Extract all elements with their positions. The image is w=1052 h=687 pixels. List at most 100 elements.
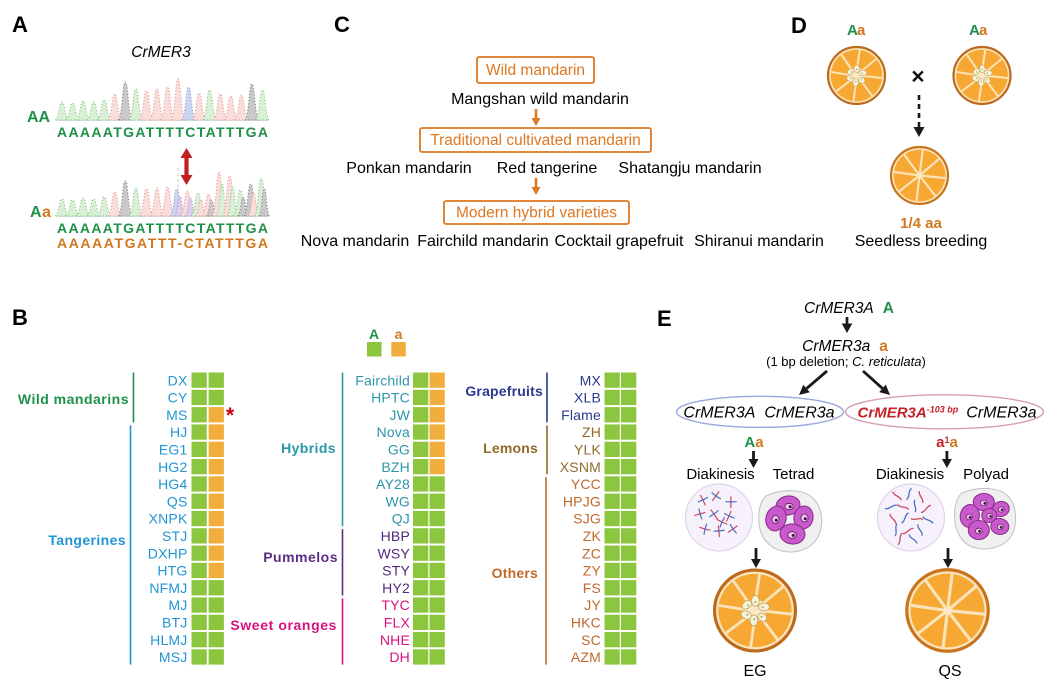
svg-text:AAAAATGATTTTCTATTTGA: AAAAATGATTTTCTATTTGA xyxy=(57,220,268,236)
svg-text:AAAAATGATTTTCTATTTGA: AAAAATGATTTTCTATTTGA xyxy=(57,124,268,140)
svg-text:GG: GG xyxy=(388,442,410,458)
svg-text:A: A xyxy=(369,326,379,342)
svg-text:XSNM: XSNM xyxy=(560,459,601,475)
svg-text:Fairchild mandarin: Fairchild mandarin xyxy=(417,233,549,250)
svg-text:JW: JW xyxy=(389,407,410,423)
svg-text:AY28: AY28 xyxy=(376,476,410,492)
svg-text:HG4: HG4 xyxy=(158,476,187,492)
svg-text:HY2: HY2 xyxy=(382,580,410,596)
svg-text:a: a xyxy=(42,204,51,221)
svg-text:JY: JY xyxy=(584,597,601,613)
svg-text:CrMER3: CrMER3 xyxy=(131,44,191,61)
svg-text:1/4 aa: 1/4 aa xyxy=(900,215,942,232)
svg-text:NFMJ: NFMJ xyxy=(149,580,187,596)
svg-text:HG2: HG2 xyxy=(158,459,187,475)
svg-text:Lemons: Lemons xyxy=(483,440,538,456)
svg-text:A: A xyxy=(12,12,28,37)
svg-text:Wild mandarin: Wild mandarin xyxy=(486,62,585,79)
svg-text:DXHP: DXHP xyxy=(148,545,188,561)
svg-text:a: a xyxy=(395,326,403,342)
svg-text:EG1: EG1 xyxy=(159,442,188,458)
svg-text:Wild mandarins: Wild mandarins xyxy=(18,391,129,407)
svg-text:SC: SC xyxy=(581,632,601,648)
svg-text:a: a xyxy=(979,22,988,39)
svg-text:DX: DX xyxy=(168,372,188,388)
svg-text:Mangshan wild mandarin: Mangshan wild mandarin xyxy=(451,91,629,108)
svg-text:CY: CY xyxy=(168,390,188,406)
svg-text:Shatangju mandarin: Shatangju mandarin xyxy=(618,160,761,177)
svg-text:Sweet oranges: Sweet oranges xyxy=(230,617,337,633)
svg-text:AA: AA xyxy=(27,109,51,126)
svg-text:HBP: HBP xyxy=(381,528,410,544)
svg-text:BZH: BZH xyxy=(381,459,410,475)
svg-text:Tangerines: Tangerines xyxy=(48,532,126,548)
svg-text:Shiranui mandarin: Shiranui mandarin xyxy=(694,233,824,250)
svg-text:×: × xyxy=(911,63,924,89)
svg-text:Cocktail grapefruit: Cocktail grapefruit xyxy=(555,233,685,250)
svg-text:ZC: ZC xyxy=(582,545,601,561)
svg-text:Red tangerine: Red tangerine xyxy=(497,160,598,177)
svg-text:(1 bp deletion; C. reticulata): (1 bp deletion; C. reticulata) xyxy=(766,354,926,369)
svg-text:D: D xyxy=(791,13,807,38)
svg-text:Flame: Flame xyxy=(561,407,601,423)
svg-text:MX: MX xyxy=(580,372,602,388)
svg-text:AAAAATGATTT-CTATTTGA: AAAAATGATTT-CTATTTGA xyxy=(57,235,268,251)
svg-text:YLK: YLK xyxy=(574,442,602,458)
svg-text:Seedless breeding: Seedless breeding xyxy=(855,233,988,250)
svg-text:NHE: NHE xyxy=(380,632,410,648)
svg-text:E: E xyxy=(657,306,672,331)
svg-text:YCC: YCC xyxy=(571,476,601,492)
svg-text:Ponkan mandarin: Ponkan mandarin xyxy=(346,160,471,177)
svg-text:A: A xyxy=(969,22,980,39)
svg-text:A: A xyxy=(847,22,858,39)
svg-text:Aa: Aa xyxy=(744,434,764,451)
svg-text:HTG: HTG xyxy=(157,563,187,579)
svg-text:QJ: QJ xyxy=(392,511,410,527)
svg-text:Grapefruits: Grapefruits xyxy=(465,383,543,399)
svg-text:Nova mandarin: Nova mandarin xyxy=(301,233,410,250)
svg-text:Others: Others xyxy=(492,565,538,581)
svg-text:STY: STY xyxy=(382,563,410,579)
svg-text:HLMJ: HLMJ xyxy=(150,632,187,648)
svg-text:Hybrids: Hybrids xyxy=(281,440,336,456)
svg-text:B: B xyxy=(12,305,28,330)
svg-text:AZM: AZM xyxy=(571,649,601,665)
svg-text:STJ: STJ xyxy=(162,528,188,544)
svg-text:HKC: HKC xyxy=(571,615,601,631)
svg-text:ZH: ZH xyxy=(582,424,601,440)
svg-text:MJ: MJ xyxy=(168,597,187,613)
svg-text:a1a: a1a xyxy=(936,434,958,451)
svg-text:HPTC: HPTC xyxy=(371,390,410,406)
svg-text:FLX: FLX xyxy=(384,615,411,631)
svg-text:FS: FS xyxy=(583,580,601,596)
svg-text:Polyad: Polyad xyxy=(963,466,1009,483)
svg-text:WSY: WSY xyxy=(378,545,411,561)
svg-text:Fairchild: Fairchild xyxy=(355,372,410,388)
svg-text:XLB: XLB xyxy=(574,390,601,406)
svg-text:EG: EG xyxy=(743,663,766,680)
svg-text:XNPK: XNPK xyxy=(149,511,188,527)
svg-text:MS: MS xyxy=(166,407,187,423)
svg-text:ZY: ZY xyxy=(583,563,602,579)
svg-text:HJ: HJ xyxy=(170,424,188,440)
svg-text:Diakinesis: Diakinesis xyxy=(876,466,944,483)
svg-text:BTJ: BTJ xyxy=(162,615,188,631)
svg-text:Tetrad: Tetrad xyxy=(773,466,815,483)
svg-text:CrMER3A CrMER3a: CrMER3A CrMER3a xyxy=(683,404,834,421)
svg-text:Nova: Nova xyxy=(377,424,410,440)
svg-text:QS: QS xyxy=(938,663,961,680)
svg-text:WG: WG xyxy=(385,493,410,509)
svg-text:ZK: ZK xyxy=(583,528,602,544)
svg-text:HPJG: HPJG xyxy=(563,493,601,509)
svg-text:C: C xyxy=(334,12,350,37)
svg-text:Modern hybrid varieties: Modern hybrid varieties xyxy=(456,205,617,222)
svg-text:TYC: TYC xyxy=(381,597,410,613)
svg-text:DH: DH xyxy=(389,649,410,665)
svg-text:*: * xyxy=(226,404,235,427)
svg-text:SJG: SJG xyxy=(573,511,601,527)
svg-text:MSJ: MSJ xyxy=(159,649,188,665)
svg-text:QS: QS xyxy=(167,493,188,509)
